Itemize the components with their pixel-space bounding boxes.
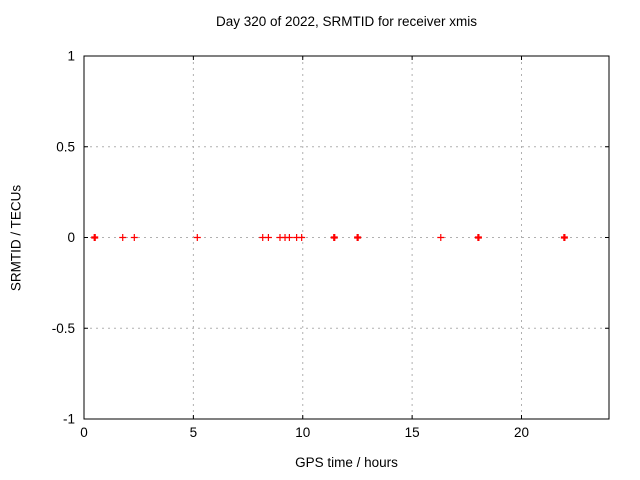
chart-title: Day 320 of 2022, SRMTID for receiver xmi…	[215, 14, 478, 29]
y-tick-label: -0.5	[52, 321, 75, 336]
x-tick-label: 10	[295, 425, 310, 440]
y-tick-label: -1	[63, 412, 75, 427]
y-tick-label: 0	[67, 230, 75, 245]
x-tick-label: 0	[80, 425, 88, 440]
y-axis-label: SRMTID / TECUs	[8, 184, 24, 292]
y-tick-label: 0.5	[56, 139, 75, 154]
data-point-marker	[119, 234, 127, 241]
data-point-marker	[474, 234, 482, 241]
data-point-marker	[264, 234, 272, 241]
data-point-marker	[560, 234, 568, 241]
y-tick-label: 1	[67, 49, 75, 64]
data-point-marker	[130, 234, 138, 241]
x-axis-label: GPS time / hours	[295, 455, 398, 470]
data-point-marker	[193, 234, 201, 241]
data-point-marker	[298, 234, 306, 241]
x-tick-label: 5	[190, 425, 198, 440]
data-point-marker	[437, 234, 445, 241]
data-point-marker	[354, 234, 362, 241]
data-point-marker	[91, 234, 99, 241]
x-tick-label: 15	[405, 425, 420, 440]
data-point-marker	[330, 234, 338, 241]
data-point-marker	[285, 234, 293, 241]
x-tick-label: 20	[514, 425, 529, 440]
